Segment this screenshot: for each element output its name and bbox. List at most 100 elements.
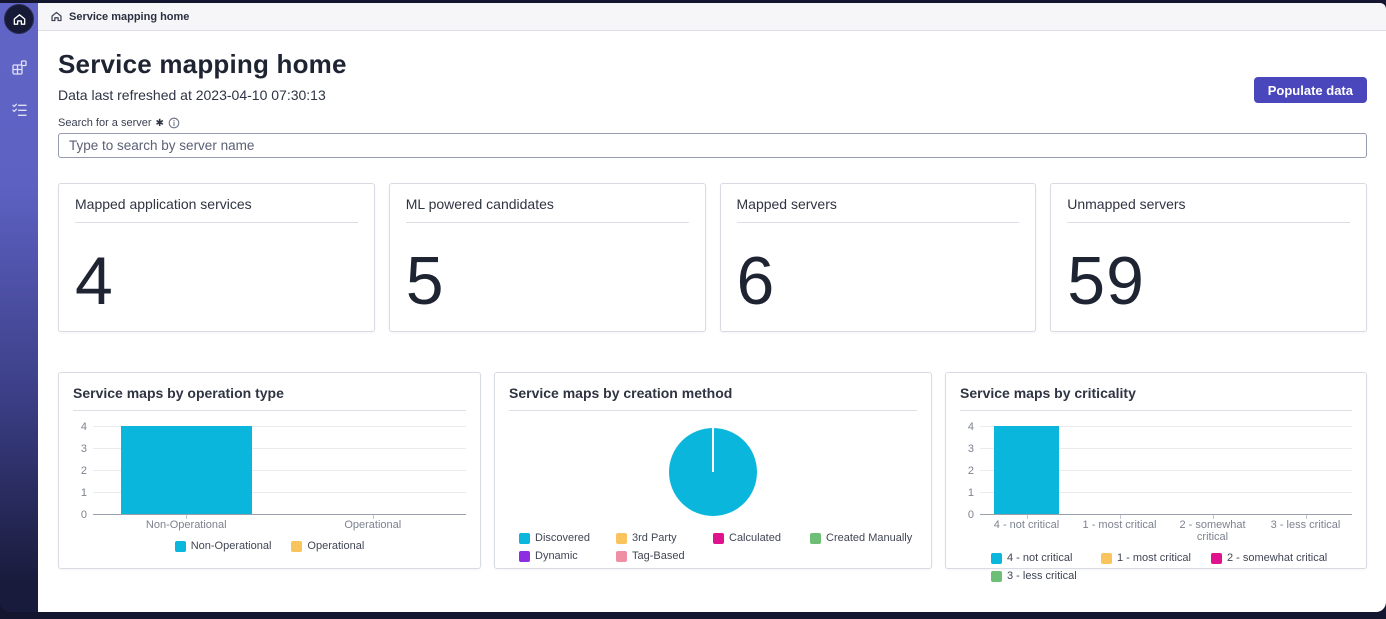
divider	[1067, 222, 1350, 223]
legend-label: Dynamic	[535, 550, 578, 562]
y-axis-labels: 0 1 2 3 4	[73, 421, 93, 521]
stat-card-value: 59	[1067, 243, 1145, 319]
legend-label: 3rd Party	[632, 532, 677, 544]
legend-label: Discovered	[535, 532, 591, 544]
legend-swatch	[1211, 552, 1222, 564]
task-list-icon[interactable]	[10, 100, 28, 118]
legend-swatch	[616, 550, 627, 562]
sidebar-home-button[interactable]	[4, 4, 34, 34]
gridline	[93, 426, 466, 427]
legend-swatch	[991, 570, 1002, 582]
divider	[960, 410, 1352, 411]
main-column: Service mapping home Service mapping hom…	[38, 3, 1386, 612]
legend-swatch	[291, 540, 303, 552]
stat-card-title: ML powered candidates	[405, 196, 554, 212]
legend-item[interactable]: 1 - most critical	[1101, 552, 1211, 564]
y-tick-label: 0	[967, 509, 974, 521]
gridline	[980, 492, 1352, 493]
gridline	[980, 448, 1352, 449]
legend-item[interactable]: 3rd Party	[616, 532, 713, 544]
legend-item[interactable]: 4 - not critical	[991, 552, 1101, 564]
stat-card-mapped-servers: Mapped servers 6	[719, 183, 1037, 332]
stat-card-title: Unmapped servers	[1067, 196, 1186, 212]
y-tick-label: 1	[80, 487, 87, 499]
gridline	[980, 470, 1352, 471]
workspaces-grid-icon[interactable]	[10, 58, 28, 76]
legend-label: 1 - most critical	[1117, 552, 1191, 564]
chart-legend: 4 - not critical 1 - most critical 2 - som…	[960, 552, 1352, 582]
pie-slice-Discovered[interactable]	[669, 428, 757, 516]
legend-item[interactable]: Discovered	[519, 532, 616, 544]
legend-label: Calculated	[729, 532, 781, 544]
x-axis-line	[980, 514, 1352, 515]
legend-swatch	[519, 532, 530, 544]
legend-swatch	[713, 532, 724, 544]
y-tick-label: 0	[80, 509, 87, 521]
stat-card-ml-powered-candidates: ML powered candidates 5	[388, 183, 706, 332]
chart-title: Service maps by creation method	[509, 385, 733, 401]
bar-4 - not critical[interactable]	[993, 426, 1060, 514]
plot-area	[980, 426, 1352, 515]
divider	[736, 222, 1020, 223]
legend-label: Operational	[307, 540, 365, 552]
x-tick-label: 4 - not critical	[980, 515, 1073, 543]
required-marker: ✱	[155, 117, 164, 129]
populate-data-button[interactable]: Populate data	[1253, 77, 1367, 103]
divider	[405, 222, 689, 223]
breadcrumb-home-icon[interactable]	[50, 10, 63, 23]
divider	[509, 410, 917, 411]
legend-item[interactable]: Dynamic	[519, 550, 616, 562]
x-tick-label: 1 - most critical	[1073, 515, 1166, 543]
chart-card-creation-method: Service maps by creation method Discover…	[494, 372, 932, 569]
server-search-section: Search for a server ✱	[58, 117, 1367, 158]
legend-swatch	[616, 532, 627, 544]
x-axis-line	[93, 514, 466, 515]
legend-item[interactable]: Operational	[291, 540, 364, 552]
stat-card-value: 4	[75, 243, 114, 319]
x-axis-labels: Non-Operational Operational	[93, 515, 466, 531]
x-tick-label: 2 - somewhat critical	[1166, 515, 1259, 543]
legend-item[interactable]: 3 - less critical	[991, 570, 1101, 582]
legend-label: Tag-Based	[632, 550, 685, 562]
gridline	[93, 448, 466, 449]
legend-label: Non-Operational	[190, 540, 272, 552]
stat-card-title: Mapped application services	[75, 196, 252, 212]
info-icon[interactable]	[168, 117, 180, 129]
breadcrumb: Service mapping home	[38, 3, 1386, 31]
legend-swatch	[810, 532, 821, 544]
x-tick-label: 3 - less critical	[1259, 515, 1352, 543]
stat-card-unmapped-servers: Unmapped servers 59	[1050, 183, 1367, 332]
legend-item[interactable]: Created Manually	[810, 532, 912, 544]
y-tick-label: 1	[967, 487, 974, 499]
bar-Non-Operational[interactable]	[120, 426, 252, 514]
legend-label: 2 - somewhat critical	[1227, 552, 1328, 564]
divider	[73, 410, 466, 411]
legend-swatch	[991, 552, 1002, 564]
breadcrumb-item[interactable]: Service mapping home	[69, 10, 190, 23]
chart-title: Service maps by operation type	[73, 385, 284, 401]
legend-swatch	[174, 540, 186, 552]
x-tick-label: Non-Operational	[93, 515, 280, 531]
search-label: Search for a server	[58, 117, 152, 129]
y-tick-label: 2	[80, 465, 87, 477]
pie-slice-divider	[712, 428, 714, 472]
sidebar	[0, 3, 38, 612]
stat-card-title: Mapped servers	[736, 196, 837, 212]
stat-card-mapped-application-services: Mapped application services 4	[58, 183, 375, 332]
chart-card-criticality: Service maps by criticality 0 1 2 3 4 4 - no…	[945, 372, 1367, 582]
chart-title: Service maps by criticality	[960, 385, 1136, 401]
divider	[75, 222, 358, 223]
legend-item[interactable]: Calculated	[713, 532, 810, 544]
legend-swatch	[519, 550, 530, 562]
chart-legend: Non-Operational Operational	[73, 540, 466, 552]
server-search-input[interactable]	[58, 133, 1367, 158]
y-tick-label: 4	[80, 421, 87, 433]
legend-item[interactable]: Tag-Based	[616, 550, 713, 562]
pie-area	[509, 421, 917, 523]
legend-item[interactable]: 2 - somewhat critical	[1211, 552, 1327, 564]
legend-label: 4 - not critical	[1007, 552, 1073, 564]
legend-label: 3 - less critical	[1007, 570, 1077, 582]
page-header: Service mapping home Data last refreshed…	[58, 49, 1367, 103]
legend-item[interactable]: Non-Operational	[174, 540, 272, 552]
y-tick-label: 4	[967, 421, 974, 433]
